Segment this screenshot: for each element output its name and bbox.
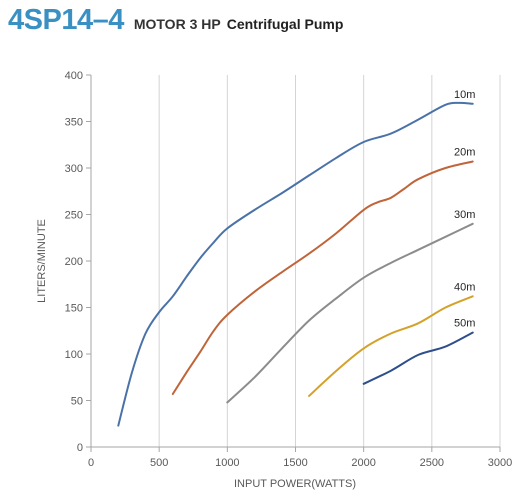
grid-lines — [158, 75, 501, 447]
y-tick-label-100: 100 — [65, 349, 83, 361]
series-line-40m — [308, 295, 474, 397]
chart-header: 4SP14–4 MOTOR 3 HP Centrifugal Pump — [8, 4, 343, 42]
series-label-20m: 20m — [454, 146, 475, 158]
y-tick-label-300: 300 — [65, 163, 83, 175]
series-labels: 10m 20m 30m 40m 50m — [454, 89, 475, 330]
series-label-40m: 40m — [454, 281, 475, 293]
pump-type: Centrifugal Pump — [226, 16, 344, 32]
series-label-10m: 10m — [454, 89, 475, 101]
model-name: 4SP14–4 — [8, 4, 124, 36]
motor-rating: MOTOR 3 HP — [133, 16, 221, 32]
x-tick-label-500: 500 — [150, 457, 168, 469]
y-tick-label-200: 200 — [65, 256, 83, 268]
x-tick-label-3000: 3000 — [488, 457, 512, 469]
x-tick-label-2500: 2500 — [420, 457, 444, 469]
series-lines — [117, 101, 474, 427]
series-line-50m — [362, 331, 474, 385]
y-tick-label-400: 400 — [65, 70, 83, 82]
series-line-20m — [171, 160, 474, 395]
x-tick-label-1500: 1500 — [283, 457, 307, 469]
axes — [86, 74, 501, 452]
series-label-50m: 50m — [454, 318, 475, 330]
y-axis-title: LITERS/MINUTE — [36, 219, 48, 303]
y-tick-label-150: 150 — [65, 303, 83, 315]
series-line-10m — [117, 101, 474, 427]
y-tick-label-250: 250 — [65, 210, 83, 222]
y-tick-label-0: 0 — [77, 442, 83, 454]
tick-labels: 0 50 100 150 200 250 300 350 400 0 500 1000 1500 2000… — [65, 70, 513, 469]
series-line-30m — [226, 222, 474, 404]
x-tick-label-1000: 1000 — [215, 457, 239, 469]
x-tick-label-0: 0 — [88, 457, 94, 469]
x-axis-title: INPUT POWER(WATTS) — [234, 478, 356, 490]
series-label-30m: 30m — [454, 209, 475, 221]
y-tick-label-350: 350 — [65, 117, 83, 129]
y-tick-label-50: 50 — [71, 396, 83, 408]
x-tick-label-2000: 2000 — [351, 457, 375, 469]
